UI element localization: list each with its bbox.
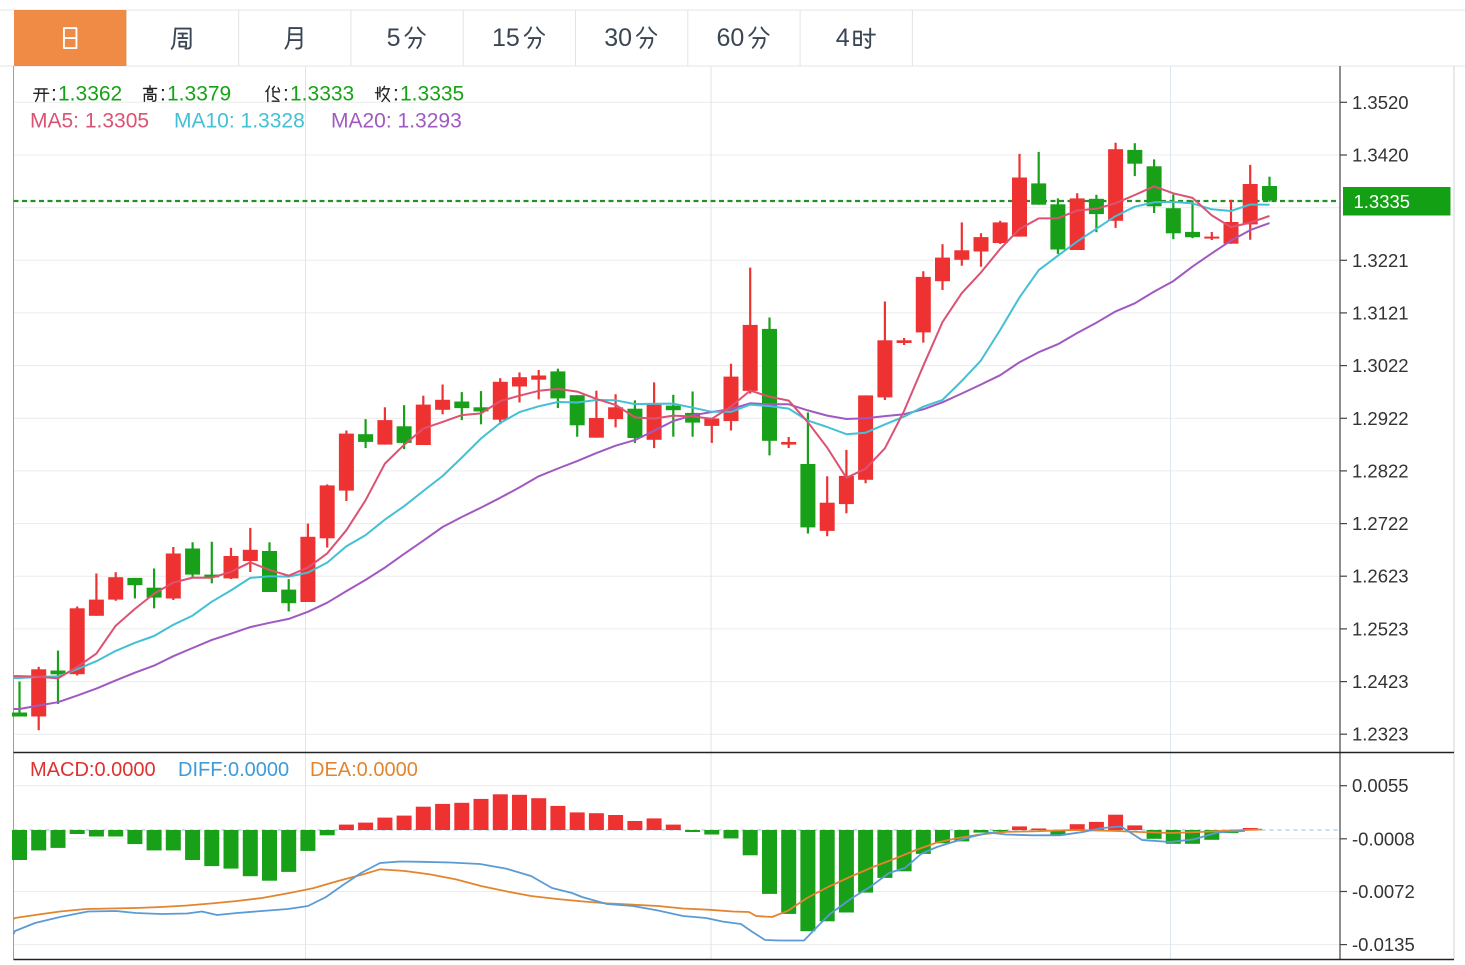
svg-text:60: 60 [717, 24, 745, 52]
svg-text:-0.0008: -0.0008 [1352, 828, 1415, 849]
svg-text:1.2722: 1.2722 [1352, 513, 1409, 534]
svg-text:1.3379: 1.3379 [167, 83, 231, 106]
svg-text:1.2523: 1.2523 [1352, 618, 1409, 639]
svg-text:-0.0072: -0.0072 [1352, 881, 1415, 902]
svg-text:1.2922: 1.2922 [1352, 408, 1409, 429]
svg-text:MA10: 1.3328: MA10: 1.3328 [174, 110, 305, 133]
svg-text:4: 4 [836, 24, 850, 52]
svg-text:1.3335: 1.3335 [1354, 191, 1411, 212]
svg-text:1.3333: 1.3333 [290, 83, 354, 106]
svg-text:30: 30 [604, 24, 632, 52]
svg-text:5: 5 [387, 24, 401, 52]
svg-text:1.2822: 1.2822 [1352, 460, 1409, 481]
svg-text:1.3420: 1.3420 [1352, 145, 1409, 166]
svg-text:MA5: 1.3305: MA5: 1.3305 [30, 110, 149, 133]
svg-text:1.3362: 1.3362 [58, 83, 122, 106]
svg-text::: : [160, 83, 166, 106]
svg-text:1.3221: 1.3221 [1352, 250, 1409, 271]
svg-text::: : [51, 83, 57, 106]
svg-text:1.2323: 1.2323 [1352, 724, 1409, 745]
svg-text:1.2623: 1.2623 [1352, 566, 1409, 587]
svg-text:1.3335: 1.3335 [400, 83, 464, 106]
svg-text:MA20: 1.3293: MA20: 1.3293 [331, 110, 462, 133]
svg-text:1.2423: 1.2423 [1352, 671, 1409, 692]
svg-text:0.0055: 0.0055 [1352, 775, 1409, 796]
svg-text::: : [283, 83, 289, 106]
svg-text:-0.0135: -0.0135 [1352, 934, 1415, 955]
svg-text::: : [393, 83, 399, 106]
svg-text:1.3121: 1.3121 [1352, 302, 1409, 323]
svg-text:15: 15 [492, 24, 520, 52]
svg-text:1.3022: 1.3022 [1352, 355, 1409, 376]
svg-text:1.3520: 1.3520 [1352, 92, 1409, 113]
svg-text:DIFF:0.0000: DIFF:0.0000 [178, 759, 289, 781]
svg-text:DEA:0.0000: DEA:0.0000 [310, 759, 418, 781]
svg-text:MACD:0.0000: MACD:0.0000 [30, 759, 156, 781]
